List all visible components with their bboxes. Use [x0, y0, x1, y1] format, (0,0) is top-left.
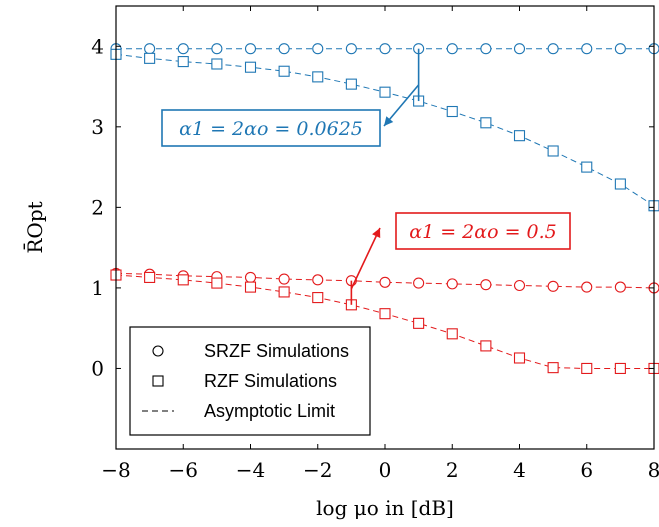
legend-label: Asymptotic Limit: [204, 401, 335, 421]
legend-label: RZF Simulations: [204, 371, 337, 391]
annotation-box: [161, 109, 381, 147]
data-point-square: [513, 352, 526, 364]
data-point-square: [581, 161, 593, 173]
x-tick-label: 4: [513, 458, 526, 482]
data-point-circle: [446, 278, 458, 290]
axis-titles: log μo in [dB] R̄Opt: [22, 201, 454, 520]
data-point-circle: [480, 279, 492, 291]
data-point-circle: [244, 271, 257, 283]
y-tick-label: 2: [91, 195, 104, 219]
x-tick-label: −6: [169, 458, 198, 482]
data-point-square: [446, 105, 458, 118]
x-tick-label: −2: [303, 458, 332, 482]
data-point-circle: [144, 43, 156, 55]
data-point-square: [177, 56, 189, 68]
x-axis-title: log μo in [dB]: [316, 496, 454, 520]
data-point-square: [480, 340, 492, 352]
data-point-circle: [379, 43, 391, 55]
data-point-circle: [345, 43, 357, 55]
data-point-square: [278, 65, 290, 77]
data-point-square: [379, 308, 391, 320]
data-point-square: [547, 145, 559, 157]
data-point-circle: [547, 43, 559, 55]
data-point-circle: [446, 43, 458, 55]
data-point-circle: [177, 43, 189, 55]
data-point-circle: [547, 280, 559, 292]
data-point-circle: [244, 43, 257, 55]
annotation-label: α1 = 2αo = 0.0625: [179, 118, 363, 140]
data-point-circle: [480, 43, 492, 55]
data-point-circle: [312, 274, 324, 286]
legend-label: SRZF Simulations: [204, 341, 349, 361]
y-tick-label: 4: [91, 34, 104, 58]
x-tick-label: −8: [101, 458, 130, 482]
data-point-square: [177, 274, 189, 286]
x-tick-label: 2: [446, 458, 459, 482]
data-point-square: [312, 292, 324, 304]
data-point-square: [446, 328, 458, 340]
data-point-circle: [513, 279, 526, 292]
data-point-circle: [379, 276, 391, 288]
data-point-circle: [581, 43, 593, 55]
data-point-square: [278, 286, 290, 298]
legend-symbol-circle: [152, 345, 164, 357]
data-point-square: [345, 78, 357, 90]
annotation-arrow: [350, 227, 381, 290]
y-tick-label: 1: [91, 276, 104, 300]
data-point-circle: [278, 273, 290, 285]
data-point-square: [513, 130, 526, 142]
x-tick-label: 8: [648, 458, 659, 482]
axis-ticks: −8 −6 −4 −2 0 2 4 6 8 0 1 2 3 4: [91, 6, 659, 482]
data-point-circle: [312, 43, 324, 55]
data-point-square: [312, 71, 324, 83]
data-point-square: [211, 277, 223, 289]
data-point-square: [581, 362, 593, 375]
data-point-square: [480, 117, 492, 129]
data-point-square: [614, 178, 626, 190]
data-point-square: [144, 52, 156, 64]
annotation-arrowhead: [372, 228, 381, 239]
annotations: α1 = 2αo = 0.0625 α1 = 2αo = 0.5: [161, 48, 571, 305]
data-point-square: [614, 362, 626, 375]
data-point-square: [413, 317, 425, 329]
plot-markers: [110, 43, 659, 375]
annotation-arrowhead: [384, 116, 394, 126]
data-point-circle: [614, 43, 626, 55]
legend: SRZF Simulations RZF Simulations Asymptoti…: [129, 326, 371, 436]
data-point-circle: [278, 43, 290, 55]
legend-box: [129, 326, 371, 436]
data-point-circle: [413, 277, 425, 289]
data-point-circle: [211, 43, 223, 55]
data-point-square: [244, 281, 257, 293]
y-axis-title: R̄Opt: [22, 201, 47, 253]
data-point-circle: [614, 281, 626, 293]
data-point-square: [144, 271, 156, 283]
annotation-label: α1 = 2αo = 0.5: [409, 221, 557, 243]
data-point-square: [211, 58, 223, 70]
y-tick-label: 3: [91, 115, 104, 139]
y-tick-label: 0: [91, 356, 104, 380]
data-point-square: [244, 61, 257, 73]
x-tick-label: 6: [580, 458, 593, 482]
x-tick-label: −4: [236, 458, 265, 482]
data-point-square: [547, 362, 559, 374]
legend-symbol-square: [152, 375, 164, 387]
x-tick-label: 0: [379, 458, 392, 482]
data-point-circle: [581, 281, 593, 293]
data-point-circle: [513, 43, 526, 55]
data-point-square: [379, 86, 391, 98]
annotation-box: [395, 212, 571, 250]
